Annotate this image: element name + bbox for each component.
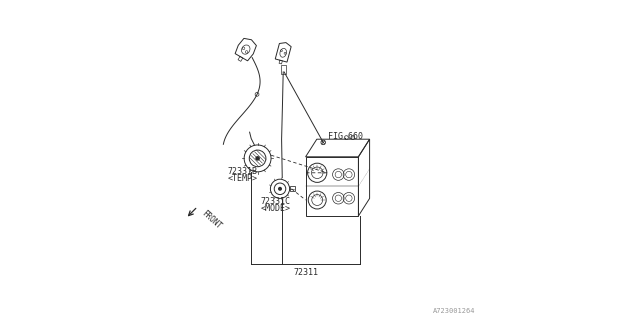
Text: <MODE>: <MODE> xyxy=(261,204,291,213)
Text: FIG.660: FIG.660 xyxy=(328,132,363,141)
Bar xyxy=(306,157,358,216)
Text: 72311: 72311 xyxy=(293,268,318,277)
Text: A723001264: A723001264 xyxy=(433,308,475,314)
Text: <TEMP>: <TEMP> xyxy=(228,174,257,183)
Circle shape xyxy=(256,157,259,160)
Bar xyxy=(290,186,296,191)
Circle shape xyxy=(279,188,282,190)
Text: 72331C: 72331C xyxy=(261,197,291,206)
Text: 72331B: 72331B xyxy=(228,167,257,176)
Text: FRONT: FRONT xyxy=(200,209,223,231)
Bar xyxy=(280,65,285,74)
